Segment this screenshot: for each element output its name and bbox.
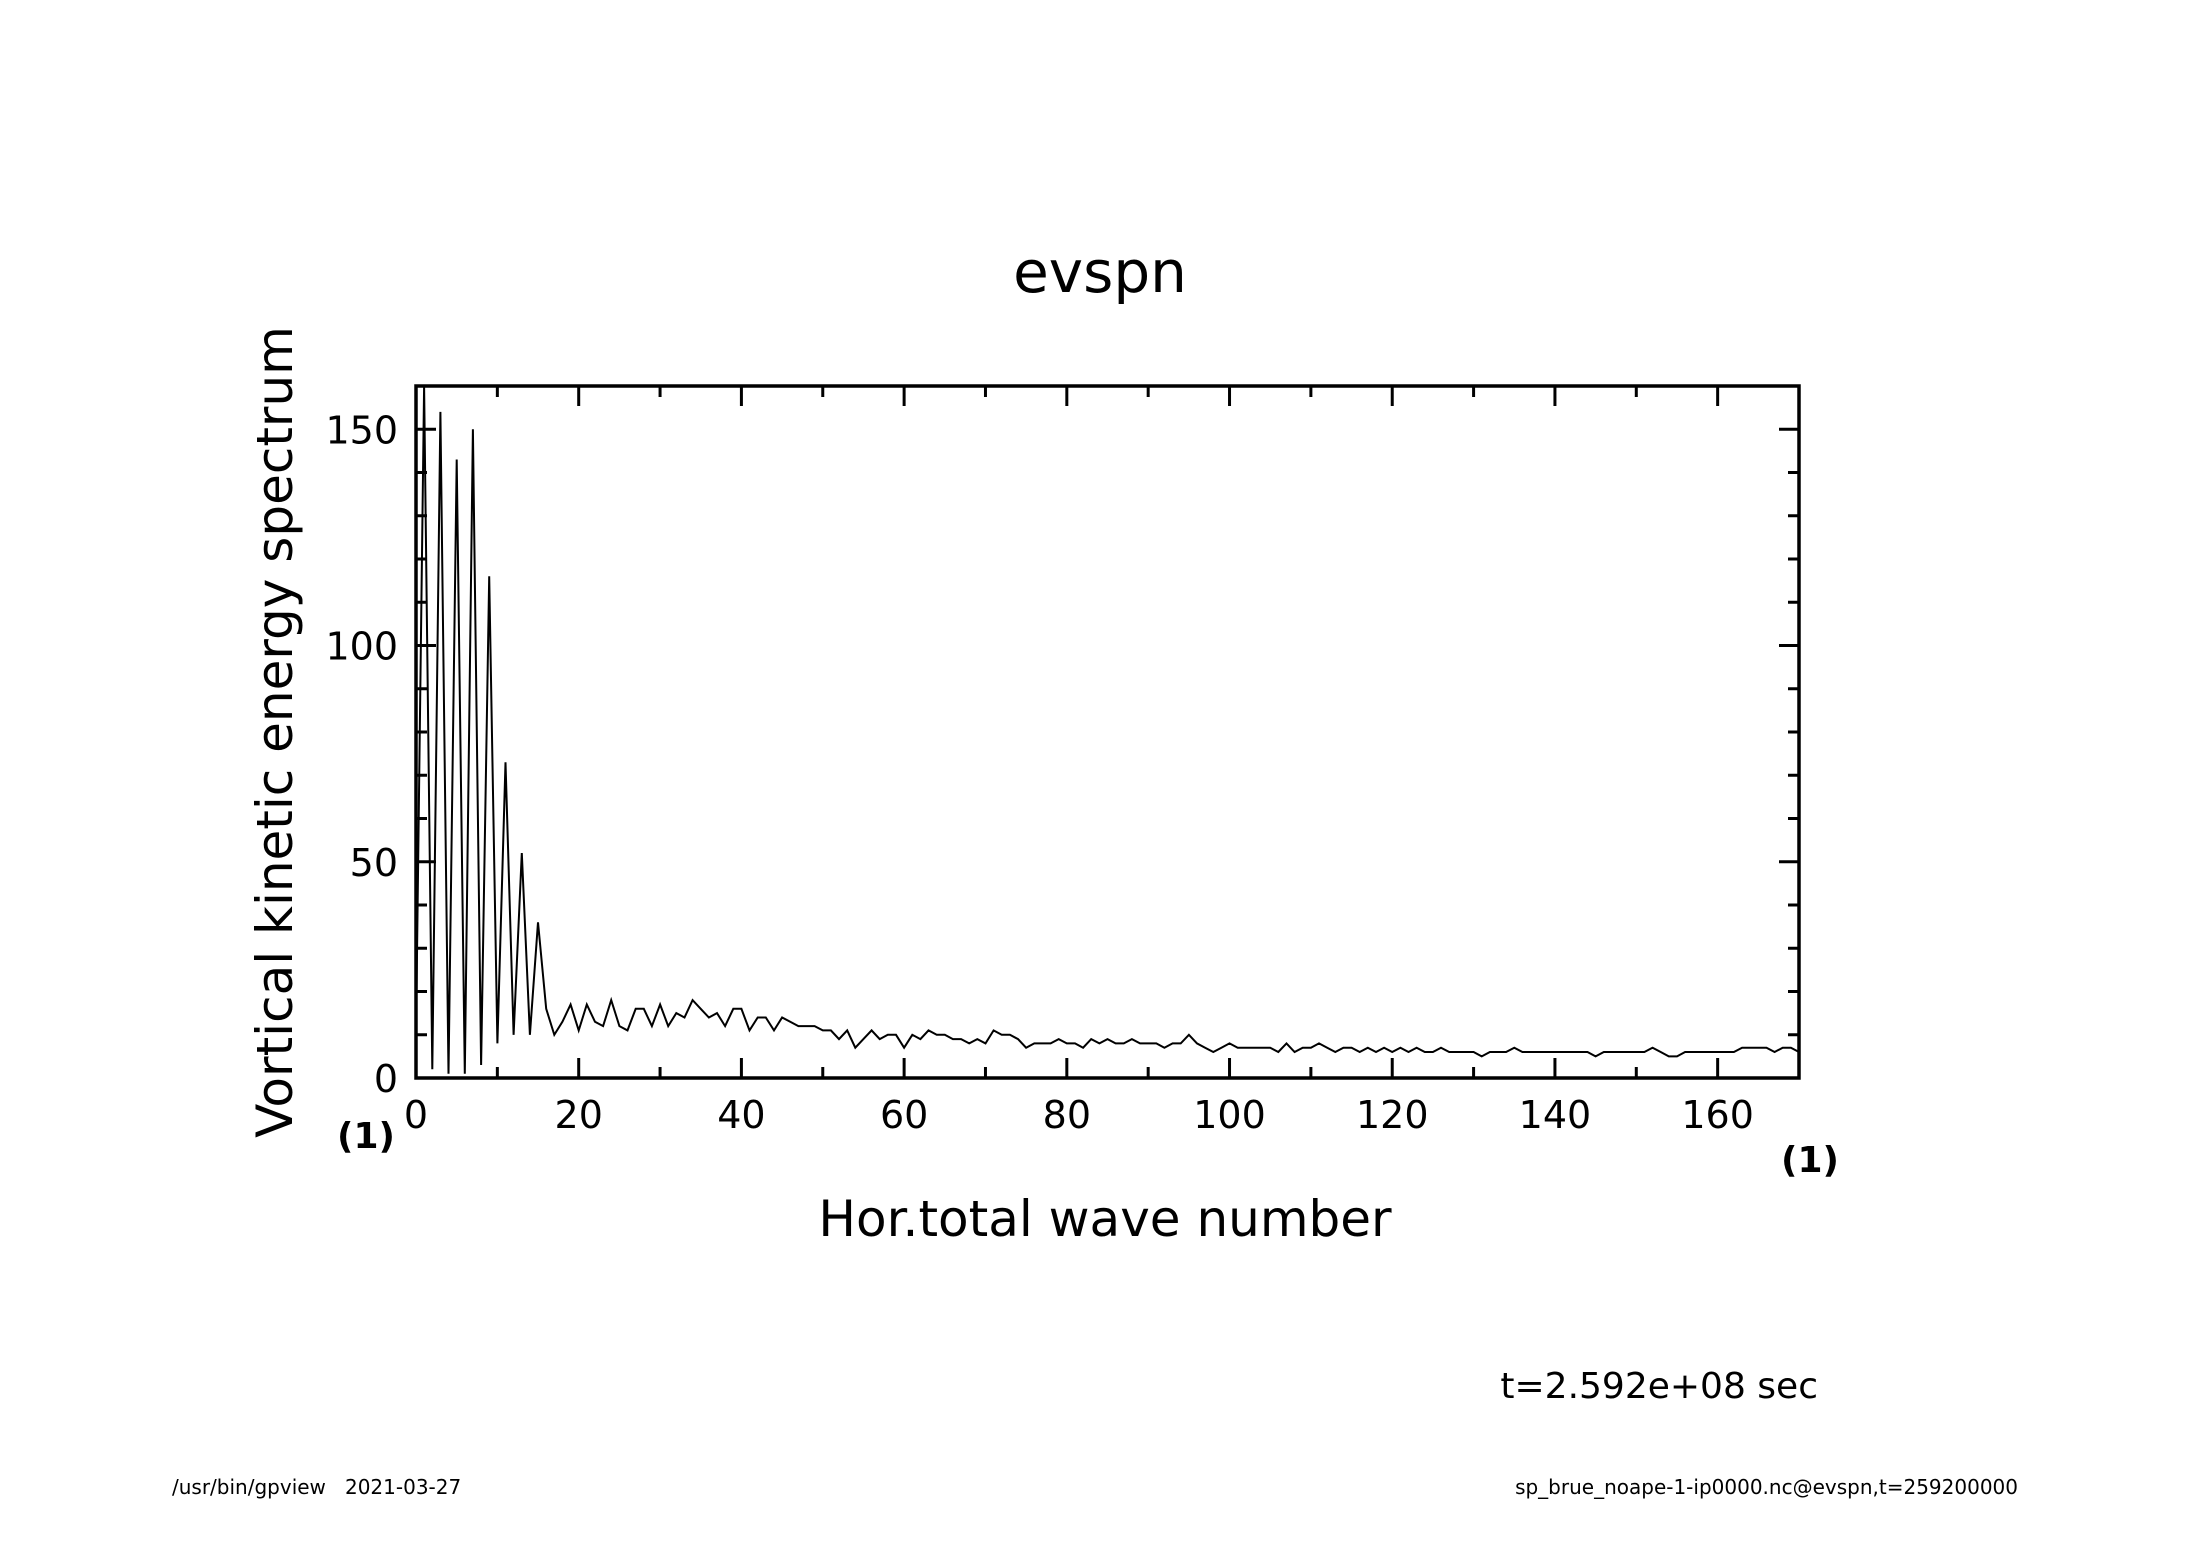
y-tick-label: 0 bbox=[374, 1057, 398, 1101]
x-tick-label: 60 bbox=[880, 1093, 928, 1137]
footer-left: /usr/bin/gpview 2021-03-27 bbox=[172, 1475, 461, 1499]
y-unit-label: (1) bbox=[337, 1116, 395, 1157]
tick-labels-layer: 0 20 40 60 80 100 120 140 160 0 50 100 150 bbox=[325, 408, 1753, 1137]
y-tick-label: 150 bbox=[325, 408, 398, 452]
x-tick-label: 140 bbox=[1519, 1093, 1592, 1137]
y-axis-label: Vortical kinetic energy spectrum bbox=[246, 326, 304, 1138]
x-tick-label: 40 bbox=[717, 1093, 765, 1137]
plot-frame bbox=[414, 384, 1801, 1080]
x-tick-label: 160 bbox=[1681, 1093, 1754, 1137]
x-tick-label: 100 bbox=[1193, 1093, 1266, 1137]
y-tick-label: 100 bbox=[325, 625, 398, 669]
x-tick-label: 80 bbox=[1043, 1093, 1091, 1137]
time-label: t=2.592e+08 sec bbox=[1500, 1366, 1818, 1407]
series-layer bbox=[415, 385, 1800, 1074]
x-axis-label: Hor.total wave number bbox=[818, 1190, 1392, 1248]
chart-title: evspn bbox=[1013, 238, 1187, 306]
ticks-layer bbox=[414, 384, 1801, 1080]
x-tick-label: 0 bbox=[404, 1093, 428, 1137]
x-tick-label: 120 bbox=[1356, 1093, 1429, 1137]
y-tick-label: 50 bbox=[350, 841, 398, 885]
footer-right: sp_brue_noape-1-ip0000.nc@evspn,t=259200… bbox=[1515, 1475, 2018, 1499]
x-tick-label: 20 bbox=[555, 1093, 603, 1137]
series-line-0 bbox=[415, 385, 1800, 1074]
x-unit-label: (1) bbox=[1781, 1140, 1839, 1181]
